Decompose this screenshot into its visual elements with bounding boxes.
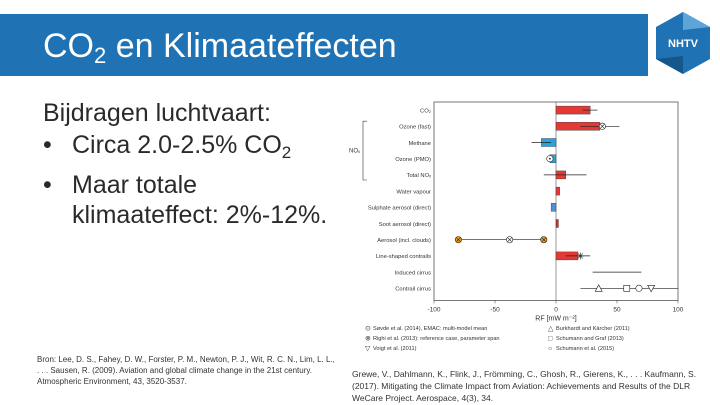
source-reference-left: Bron: Lee, D. S., Fahey, D. W., Forster,…: [37, 355, 335, 386]
marker-triangle-down: [647, 285, 656, 293]
row-label: Ozone (fast): [399, 125, 431, 131]
x-tick-label: 100: [673, 306, 684, 313]
slide-title: CO2 en Klimaateffecten: [43, 27, 397, 68]
marker-square: [623, 285, 631, 292]
row-label: CO₂: [420, 108, 431, 114]
row-label: Contrail cirrus: [395, 287, 431, 293]
row-label: Soot aerosol (direct): [379, 222, 431, 228]
legend-symbol: ⊙: [365, 325, 371, 332]
nox-group-label: NOₓ: [349, 149, 360, 155]
marker-cross: [507, 237, 512, 242]
marker-cross: [456, 237, 461, 242]
row-label: Sulphate aerosol (direct): [368, 206, 431, 212]
svg-text:NHTV: NHTV: [668, 38, 699, 50]
marker-cross: [600, 124, 605, 129]
source-reference-right: Grewe, V., Dahlmann, K., Flink, J., Fröm…: [352, 369, 697, 403]
marker-star: [576, 252, 584, 260]
legend-symbol: ○: [548, 345, 552, 352]
title-bar: CO2 en Klimaateffecten NHTV: [0, 0, 720, 86]
marker-circle: [635, 284, 643, 292]
x-tick-label: -100: [427, 306, 440, 313]
radiative-forcing-figure: -100 -50 0 50 100 RF [mW m⁻²] CO₂ Ozone (fast) M…: [343, 92, 690, 352]
marker-triangle: [594, 284, 603, 292]
marker-dot: [549, 157, 551, 160]
legend-entry: Burkhardt and Kärcher (2011): [556, 326, 630, 332]
marker-cross: [541, 237, 547, 242]
legend-symbol: ⊗: [365, 335, 371, 342]
row-label: Aerosol (incl. clouds): [377, 238, 431, 244]
legend-symbol: □: [548, 335, 553, 342]
intro-text: Bijdragen luchtvaart:: [43, 99, 271, 127]
rf-bar: [555, 186, 560, 196]
legend-entry: Schumann et al. (2015): [556, 346, 614, 352]
row-label: Water vapour: [396, 189, 431, 195]
row-label: Line-shaped contrails: [376, 254, 431, 260]
bullet-dot: •: [43, 171, 52, 199]
legend-entry: Schumann and Graf (2013): [556, 336, 624, 342]
rf-bar: [555, 219, 559, 228]
title-band: [0, 14, 648, 76]
legend-entry: Voigt et al. (2011): [373, 346, 417, 352]
nhtv-logo: NHTV: [656, 12, 710, 74]
row-label: Ozone (PMO): [395, 157, 431, 163]
rf-chart: -100 -50 0 50 100 RF [mW m⁻²] CO₂ Ozone (fast) M…: [349, 101, 684, 352]
bullet-co2-share: • Circa 2.0-2.5% CO2: [43, 131, 292, 162]
legend-symbol: ▽: [365, 345, 371, 352]
legend-entry: Søvde et al. (2014), EMAC: multi-model m…: [373, 326, 487, 332]
legend-symbol: △: [548, 325, 554, 332]
bullet-total-effect: • Maar totale klimaateffect: 2%-12%.: [43, 171, 328, 229]
x-tick-label: 0: [554, 306, 558, 313]
x-tick-label: 50: [613, 306, 621, 313]
x-axis-label: RF [mW m⁻²]: [535, 315, 576, 322]
rf-bar: [550, 203, 557, 212]
bullet-dot: •: [43, 131, 52, 159]
slide-content: Bijdragen luchtvaart: • Circa 2.0-2.5% C…: [43, 98, 333, 230]
row-label: Methane: [408, 141, 431, 147]
nox-bracket: [362, 120, 367, 181]
legend-entry: Righi et al. (2013): reference case, par…: [373, 336, 500, 342]
row-label: Total NOₓ: [407, 173, 432, 179]
x-tick-label: -50: [490, 306, 500, 313]
row-label: Induced cirrus: [395, 270, 432, 276]
